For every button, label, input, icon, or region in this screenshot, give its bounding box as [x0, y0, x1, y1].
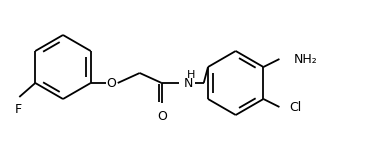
Text: NH₂: NH₂	[294, 53, 317, 66]
Text: F: F	[15, 103, 22, 116]
Text: H: H	[186, 70, 195, 80]
Text: O: O	[106, 77, 116, 90]
Text: O: O	[157, 110, 167, 123]
Text: Cl: Cl	[289, 101, 302, 114]
Text: N: N	[184, 77, 193, 90]
